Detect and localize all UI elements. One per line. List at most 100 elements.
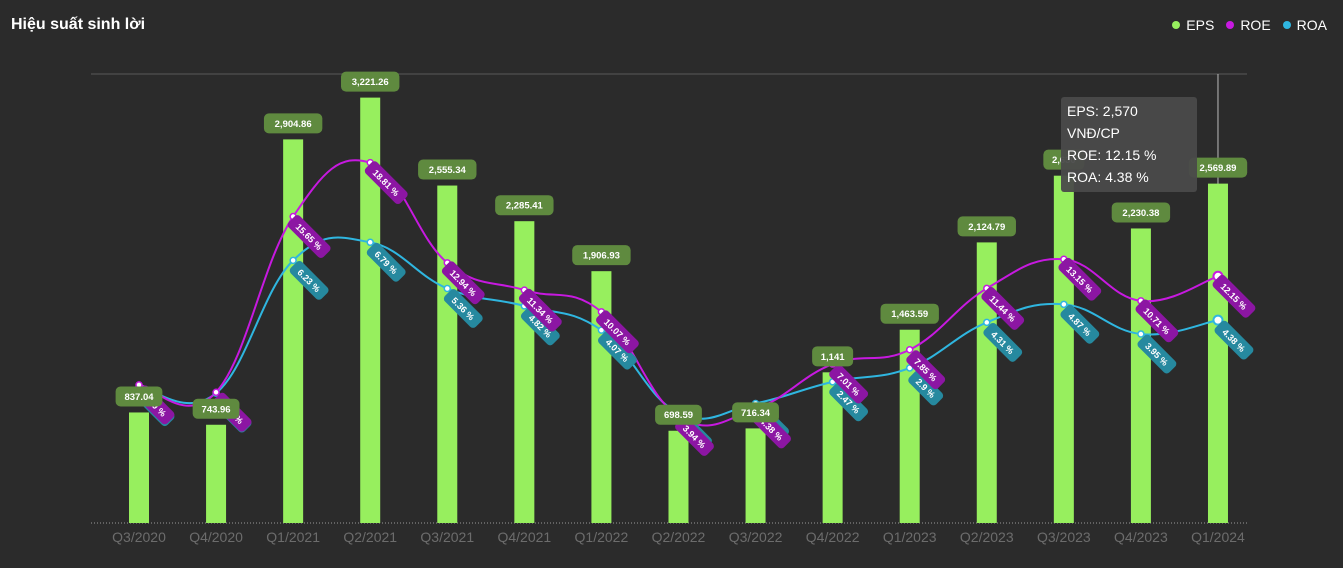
legend-dot-roa-icon	[1282, 21, 1291, 29]
eps-data-label: 743.96	[202, 404, 231, 415]
legend-label-roe: ROE	[1240, 17, 1271, 33]
eps-bar	[1130, 228, 1151, 523]
eps-bar	[976, 242, 997, 524]
roa-data-label-bg	[1214, 320, 1254, 360]
roa-data-label-bg	[289, 260, 329, 300]
eps-bar	[360, 97, 381, 524]
eps-data-label-bg	[341, 71, 400, 92]
legend-label-roa: ROA	[1296, 17, 1327, 33]
eps-data-label-bg	[812, 346, 854, 367]
roe-data-label-bg	[518, 288, 562, 332]
roe-data-label-bg	[287, 215, 331, 258]
x-tick-label: Q1/2023	[883, 529, 937, 545]
eps-data-label: 1,906.93	[583, 251, 620, 262]
chart-title: Hiệu suất sinh lời	[11, 16, 146, 33]
eps-data-label-bg	[957, 216, 1016, 237]
roa-data-label-bg	[908, 370, 944, 406]
roa-data-label-bg	[366, 242, 406, 282]
legend-label-eps: EPS	[1186, 17, 1215, 33]
roe-point	[212, 388, 220, 396]
roe-data-label-bg	[829, 364, 869, 404]
x-tick-label: Q1/2021	[266, 529, 320, 545]
roa-data-label-bg	[520, 306, 560, 346]
eps-bar	[1207, 183, 1228, 523]
legend: EPS ROE ROA	[1172, 17, 1327, 33]
eps-data-label: 1,141	[821, 352, 845, 363]
roe-data-label-bg	[906, 350, 946, 390]
eps-data-label: 2,124.79	[968, 222, 1005, 233]
eps-data-label-bg	[732, 402, 779, 423]
x-tick-label: Q3/2023	[1037, 529, 1091, 545]
eps-data-label: 3,221.26	[352, 77, 389, 88]
legend-item-roa[interactable]: ROA	[1282, 17, 1327, 33]
roa-data-label-bg	[1137, 334, 1177, 374]
x-tick-label: Q1/2024	[1191, 529, 1245, 545]
x-tick-label: Q1/2022	[575, 529, 629, 545]
roe-data-label-bg	[1058, 257, 1102, 301]
x-tick-label: Q4/2023	[1114, 529, 1168, 545]
eps-data-label: 2,904.86	[275, 119, 312, 130]
x-tick-label: Q4/2020	[189, 529, 243, 545]
eps-data-label-bg	[418, 159, 477, 180]
roa-point	[366, 238, 374, 247]
eps-bar	[437, 185, 458, 523]
eps-data-label: 837.04	[124, 392, 154, 403]
legend-dot-eps-icon	[1172, 21, 1181, 29]
x-tick-label: Q2/2023	[960, 529, 1014, 545]
tooltip-roa: ROA: 4.38 %	[1067, 169, 1149, 185]
eps-data-label-bg	[115, 386, 163, 407]
roe-data-label: 10.71 %	[1135, 299, 1179, 343]
roe-point	[905, 345, 914, 354]
roe-data-label-bg	[364, 161, 408, 204]
eps-data-label-bg	[1188, 157, 1248, 178]
roa-point	[597, 326, 606, 334]
eps-data-label-bg	[495, 195, 554, 216]
eps-bar	[206, 424, 227, 523]
eps-bar	[745, 428, 766, 523]
roe-data-label-bg	[981, 287, 1025, 330]
roe-data-label-bg	[675, 417, 714, 456]
eps-data-label-bg	[192, 398, 240, 419]
legend-item-eps[interactable]: EPS	[1172, 17, 1214, 33]
x-tick-label: Q4/2021	[497, 529, 551, 545]
eps-data-label-bg	[572, 245, 631, 266]
legend-item-roe[interactable]: ROE	[1226, 17, 1271, 33]
eps-data-label: 716.34	[741, 408, 771, 419]
roa-point	[983, 318, 991, 327]
eps-bar	[129, 412, 149, 523]
x-tick-label: Q3/2022	[729, 529, 783, 545]
eps-bar	[514, 221, 535, 523]
legend-dot-roe-icon	[1226, 21, 1235, 29]
x-tick-label: Q2/2021	[343, 529, 397, 545]
eps-data-label: 2,230.38	[1122, 208, 1159, 219]
eps-data-label: 2,555.34	[429, 165, 467, 176]
roa-point	[1137, 330, 1145, 338]
x-tick-label: Q3/2020	[112, 529, 166, 545]
roe-data-label-bg	[1212, 274, 1256, 318]
roa-point	[289, 256, 297, 265]
x-tick-label: Q2/2022	[652, 529, 706, 545]
roa-data-label-bg	[829, 382, 869, 422]
roa-data-label-bg	[1060, 304, 1100, 344]
eps-bar	[283, 139, 304, 523]
eps-bar	[668, 430, 689, 523]
roa-point	[1060, 300, 1068, 309]
roa-data-label-bg	[443, 289, 483, 328]
eps-bar	[1053, 175, 1074, 523]
tooltip-roe: ROE: 12.15 %	[1067, 147, 1157, 163]
eps-data-label-bg	[263, 113, 323, 134]
tooltip-eps: EPS: 2,570 VNĐ/CP	[1067, 103, 1138, 141]
eps-data-label-bg	[880, 303, 939, 324]
roa-point	[1212, 314, 1224, 326]
roa-data-label-bg	[983, 322, 1023, 362]
eps-data-label: 2,569.89	[1199, 163, 1236, 174]
roe-data-label-bg	[441, 261, 485, 305]
x-tick-label: Q3/2021	[420, 529, 474, 545]
x-tick-label: Q4/2022	[806, 529, 860, 545]
roe-data-label-bg	[596, 310, 639, 354]
chart-tooltip: EPS: 2,570 VNĐ/CP ROE: 12.15 % ROA: 4.38…	[1061, 97, 1197, 192]
eps-data-label-bg	[1111, 202, 1171, 223]
eps-data-label: 1,463.59	[891, 309, 928, 320]
roa-point	[443, 284, 452, 293]
